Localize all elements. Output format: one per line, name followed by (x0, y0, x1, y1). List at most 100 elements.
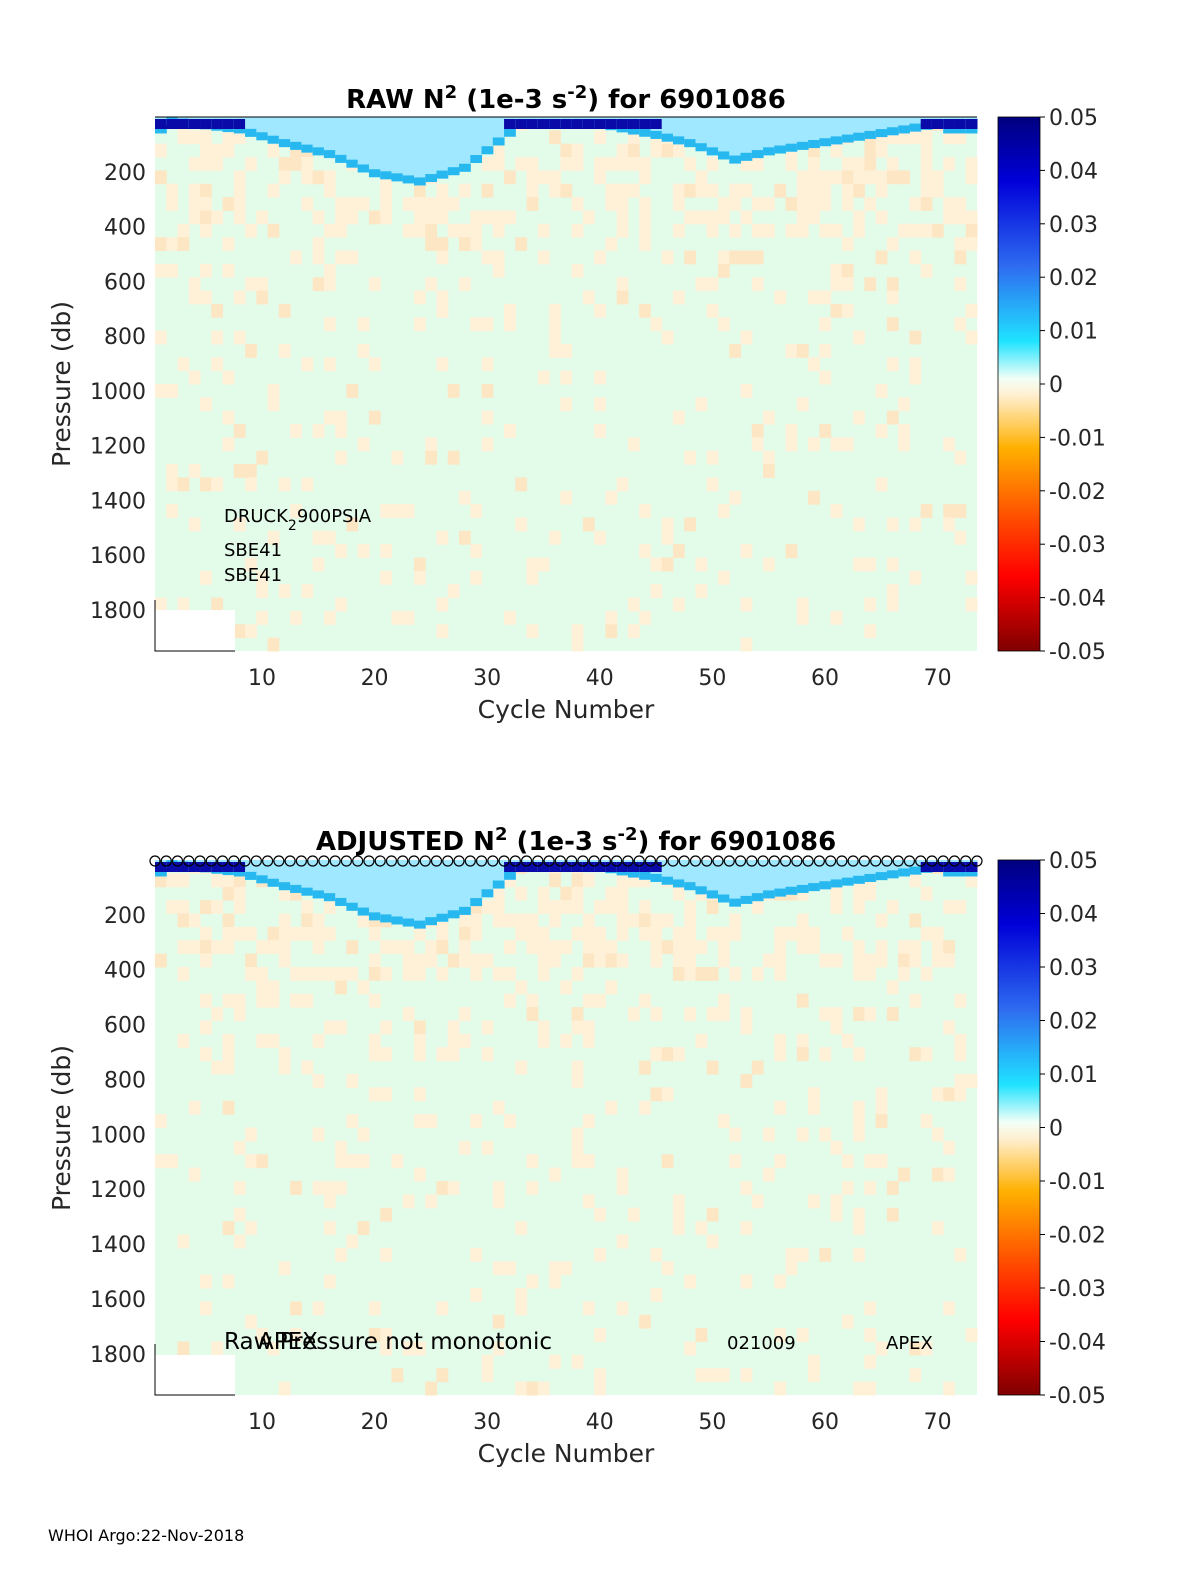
colorbar-tick-label: -0.02 (1049, 480, 1106, 505)
heatmap-cell (706, 450, 719, 465)
heatmap-cell (312, 926, 325, 941)
heatmap-cell (571, 1354, 584, 1369)
heatmap-cell (413, 223, 426, 238)
heatmap-cell (864, 170, 877, 185)
heatmap-cell (222, 1100, 235, 1115)
heatmap-cell (256, 210, 269, 225)
heatmap-cell (290, 143, 302, 158)
heatmap-cell (459, 490, 471, 505)
heatmap-cell (627, 913, 640, 928)
x-tick-label: 30 (473, 1410, 501, 1435)
heatmap-cell (763, 410, 775, 425)
flag-marker (566, 855, 578, 867)
heatmap-cell (616, 223, 629, 238)
heatmap-cell (672, 926, 685, 941)
heatmap-cell (672, 1207, 685, 1222)
heatmap-cell (515, 926, 528, 941)
heatmap-cell (233, 517, 246, 532)
heatmap-cell (549, 940, 561, 955)
heatmap-cell (864, 130, 877, 139)
heatmap-cell (256, 993, 269, 1008)
y-tick-label: 600 (104, 1014, 146, 1039)
heatmap-cell (571, 1020, 584, 1035)
heatmap-cell (481, 889, 494, 898)
heatmap-cell (571, 1074, 584, 1088)
heatmap-cell (830, 879, 843, 888)
heatmap-cell (819, 317, 832, 332)
heatmap-cell (323, 926, 336, 941)
flag-marker (712, 855, 724, 867)
heatmap-cell (796, 1127, 809, 1142)
y-tick-labels: 200 400 600 800 1000 1200 1400 1600 1800 (90, 161, 146, 624)
heatmap-cell (233, 886, 246, 901)
heatmap-cell (943, 900, 955, 914)
heatmap-cell (965, 157, 978, 171)
heatmap-cell (267, 143, 280, 158)
heatmap-cell (718, 926, 730, 941)
heatmap-cell (740, 183, 753, 198)
heatmap-cell (650, 584, 663, 599)
heatmap-cell (335, 967, 347, 981)
flag-marker (295, 855, 307, 867)
flag-marker (419, 855, 431, 867)
heatmap-cell (222, 197, 235, 211)
heatmap-cell (740, 637, 753, 652)
heatmap-cell (425, 237, 438, 251)
heatmap-cell (335, 544, 347, 559)
heatmap-cell (155, 1114, 167, 1128)
flag-marker (723, 855, 735, 867)
flag-marker (262, 855, 274, 867)
heatmap-cell (763, 557, 775, 572)
heatmap-cell (672, 410, 685, 425)
heatmap-cell (718, 1114, 730, 1128)
heatmap-cell (413, 1341, 426, 1356)
heatmap-cell (695, 557, 708, 572)
heatmap-cell (729, 490, 742, 505)
flag-marker (813, 855, 825, 867)
heatmap-cell (211, 1060, 224, 1075)
heatmap-cell (864, 277, 877, 292)
heatmap-cell (605, 980, 618, 995)
heatmap-cell (898, 1167, 910, 1182)
colorbar-tick-label: -0.03 (1049, 1277, 1106, 1302)
heatmap-cell (211, 157, 224, 171)
heatmap-cell (650, 130, 663, 139)
heatmap-cell (571, 637, 584, 652)
heatmap-cell (898, 424, 910, 438)
heatmap-cell (413, 290, 426, 305)
heatmap-cell (864, 1354, 877, 1369)
heatmap-cell (188, 197, 201, 211)
heatmap-cell (740, 544, 753, 559)
heatmap-cell (166, 862, 179, 872)
heatmap-cell (898, 117, 910, 134)
heatmap-cell (177, 1033, 190, 1048)
heatmap-cell (256, 875, 269, 884)
heatmap-cell (188, 464, 201, 478)
heatmap-cell (447, 167, 460, 176)
heatmap-cell (200, 1301, 212, 1316)
flag-marker (318, 855, 330, 867)
heatmap-cell (436, 530, 449, 545)
heatmap-cell (605, 610, 618, 625)
heatmap-cell (436, 1181, 449, 1195)
heatmap-cell (346, 210, 359, 225)
heatmap-cell (639, 237, 651, 251)
heatmap-cell (706, 477, 719, 492)
heatmap-cell (661, 940, 674, 955)
heatmap-cell (627, 157, 640, 171)
heatmap-cell (222, 410, 235, 425)
heatmap-cell (706, 1207, 719, 1222)
heatmap-cell (177, 940, 190, 955)
heatmap-cell (222, 370, 235, 385)
heatmap-cell (537, 119, 550, 129)
heatmap-cell (346, 902, 359, 911)
heatmap-cell (571, 862, 584, 872)
heatmap-cell (886, 597, 899, 612)
heatmap-cell (549, 1167, 561, 1182)
heatmap-cell (537, 370, 550, 385)
heatmap-cell (796, 926, 809, 941)
heatmap-cell (301, 117, 314, 153)
heatmap-cell (526, 913, 539, 928)
heatmap-cell (594, 1368, 606, 1383)
heatmap-cell (853, 1381, 865, 1396)
